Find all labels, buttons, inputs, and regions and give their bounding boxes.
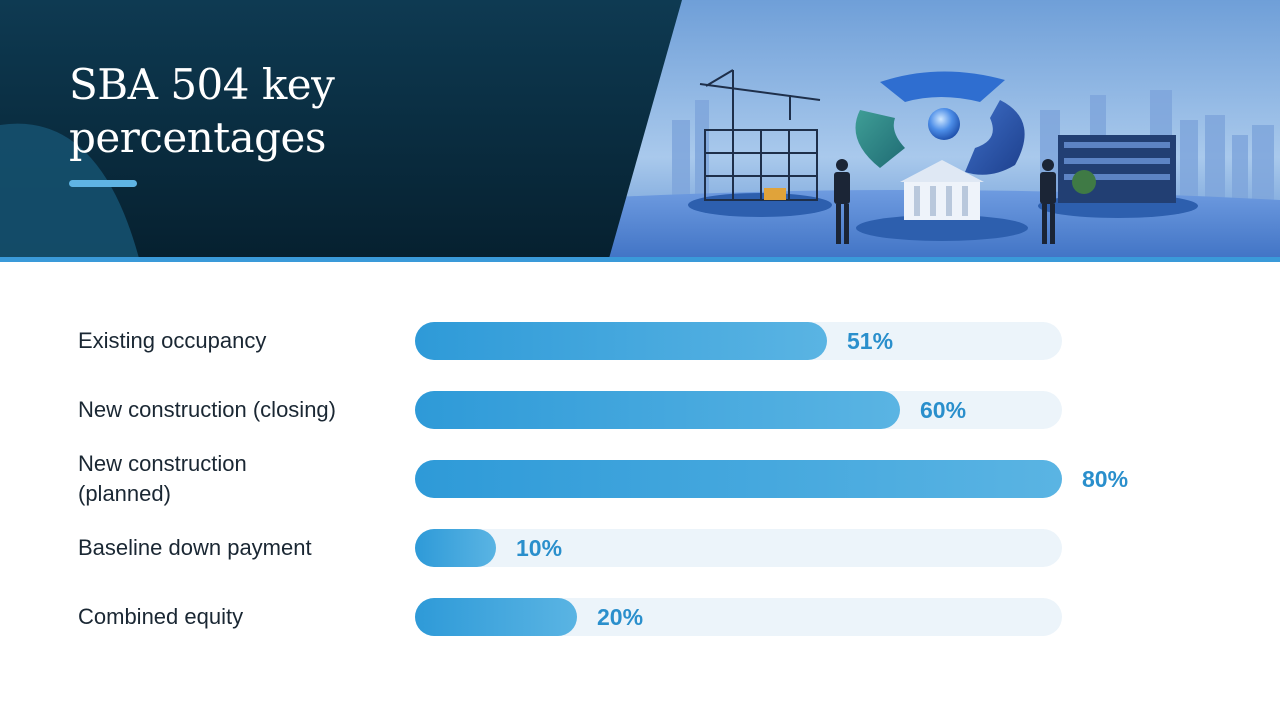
page-title: SBA 504 key percentages	[69, 60, 335, 162]
header-banner: SBA 504 key percentages	[0, 0, 1280, 262]
header-illustration	[560, 0, 1280, 262]
bar-value-label: 20%	[597, 604, 644, 630]
bar-label: Existing occupancy	[78, 328, 267, 353]
bar	[415, 529, 496, 567]
businessman-icon	[1040, 159, 1056, 244]
bar-value-label: 80%	[1082, 466, 1129, 492]
header-dark-panel	[0, 0, 682, 262]
construction-crane-icon	[699, 69, 821, 201]
title-underline	[69, 180, 137, 187]
bar-value-label: 51%	[847, 328, 894, 354]
bar-track	[415, 391, 1062, 429]
bar	[415, 460, 1062, 498]
pie-chart-icon	[855, 71, 1025, 175]
businessman-icon	[834, 159, 850, 244]
bar	[415, 391, 900, 429]
office-building-icon	[1058, 135, 1176, 203]
bar-track	[415, 598, 1062, 636]
bar-row: New construction (closing) 60%	[0, 380, 1280, 440]
bar-label: New construction (closing)	[78, 397, 336, 422]
bar-row: Existing occupancy 51%	[0, 311, 1280, 371]
header-divider	[0, 257, 1280, 262]
bar	[415, 322, 827, 360]
bar-track	[415, 322, 1062, 360]
bar-label: Combined equity	[78, 604, 244, 629]
bank-building-icon	[900, 160, 984, 220]
bar-label: Baseline down payment	[78, 535, 312, 560]
bar-value-label: 10%	[516, 535, 563, 561]
bar	[415, 598, 577, 636]
bar-row: Combined equity 20%	[0, 587, 1280, 647]
bar-label: New construction (planned)	[78, 451, 247, 506]
bar-row: Baseline down payment 10%	[0, 518, 1280, 578]
bar-value-label: 60%	[920, 397, 967, 423]
bar-track	[415, 529, 1062, 567]
bar-track	[415, 460, 1062, 498]
bar-row: New construction (planned) 80%	[0, 449, 1280, 509]
